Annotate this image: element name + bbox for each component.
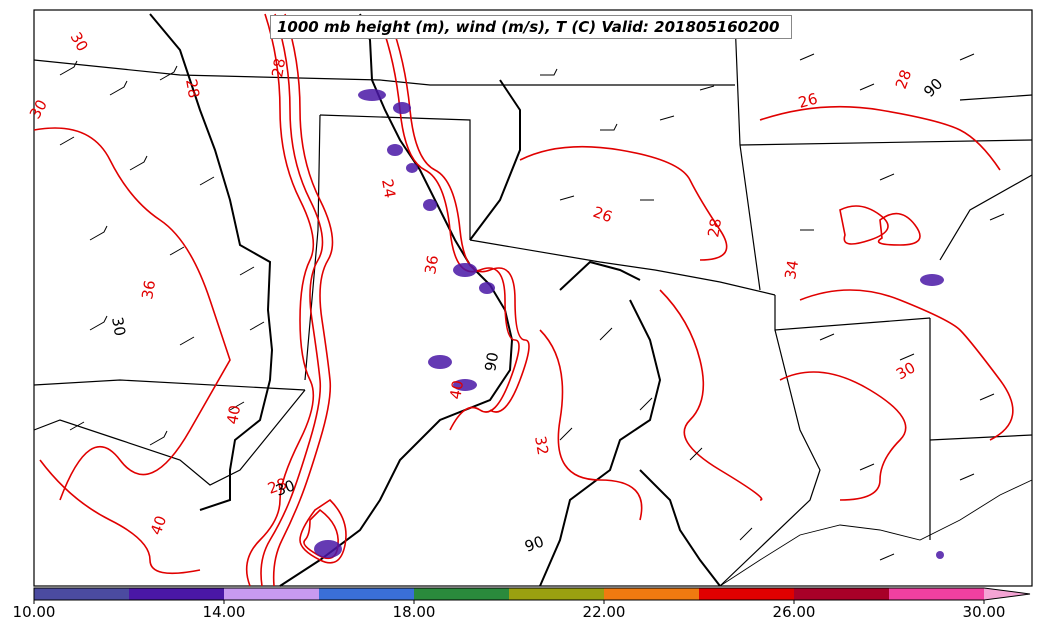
colorbar <box>33 587 1031 604</box>
plot-title: 1000 mb height (m), wind (m/s), T (C) Va… <box>270 15 792 39</box>
colorbar-segment <box>509 588 605 600</box>
temp-label: 24 <box>378 178 399 200</box>
colorbar-outline <box>33 587 1031 601</box>
temp-label: 26 <box>591 203 615 226</box>
temp-label: 40 <box>147 513 170 537</box>
state-borders <box>33 19 1033 540</box>
colorbar-tick-label: 22.00 <box>582 603 626 621</box>
temp-label: 40 <box>446 379 467 401</box>
height-label: 30 <box>273 476 297 499</box>
colorbar-segment <box>129 588 225 600</box>
temp-label: 28 <box>704 217 725 239</box>
temp-label: 34 <box>781 259 802 281</box>
colorbar-segment <box>224 588 320 600</box>
colorbar-tick-label: 10.00 <box>12 603 56 621</box>
temp-label: 28 <box>892 67 915 91</box>
temp-label: 28 <box>182 78 203 100</box>
temperature-contours <box>33 13 1014 587</box>
colorbar-segment <box>794 588 890 600</box>
height-contours <box>149 13 721 587</box>
colorbar-segment <box>414 588 510 600</box>
precip-shading <box>314 89 944 559</box>
height-label: 90 <box>481 351 502 373</box>
colorbar-tick-label: 18.00 <box>392 603 436 621</box>
map-frame <box>33 9 1033 587</box>
colorbar-segment <box>604 588 700 600</box>
colorbar-segment <box>34 588 130 600</box>
temp-label: 26 <box>796 90 819 112</box>
height-label: 30 <box>108 316 129 338</box>
colorbar-segment <box>319 588 415 600</box>
temp-label: 32 <box>531 435 552 457</box>
colorbar-tick-label: 26.00 <box>772 603 816 621</box>
texas-border <box>33 329 821 587</box>
coastline <box>719 479 1033 587</box>
temp-label: 28 <box>265 474 289 497</box>
wind-barbs <box>59 53 1005 561</box>
colorbar-segment <box>699 588 795 600</box>
temp-label: 36 <box>421 254 442 276</box>
colorbar-extend-arrow <box>984 588 1030 600</box>
colorbar-tick-label: 14.00 <box>202 603 246 621</box>
temp-label: 36 <box>138 279 159 301</box>
height-label: 90 <box>522 532 546 555</box>
colorbar-tick-label: 30.00 <box>962 603 1006 621</box>
temp-label: 40 <box>223 404 244 426</box>
temp-label: 28 <box>268 57 289 79</box>
colorbar-segment <box>889 588 985 600</box>
